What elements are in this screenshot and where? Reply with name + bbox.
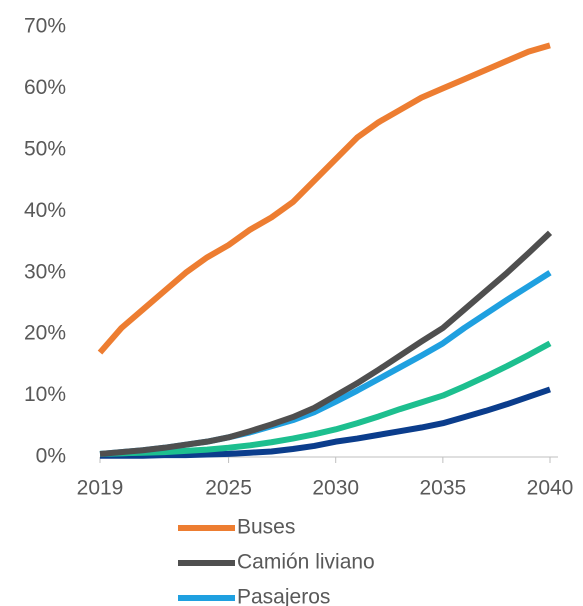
series-line [99, 230, 553, 457]
y-tick-label: 70% [24, 15, 66, 38]
x-tick-label: 2040 [527, 477, 574, 500]
y-tick-label: 40% [24, 199, 66, 222]
y-tick-label: 10% [24, 383, 66, 406]
y-tick-label: 20% [24, 322, 66, 345]
series-line [99, 340, 552, 457]
y-tick-label: 50% [24, 137, 66, 160]
x-tick-label: 2035 [419, 477, 466, 500]
y-tick-label: 60% [24, 76, 66, 99]
x-tick-label: 2025 [205, 477, 252, 500]
legend-label: Camión liviano [237, 551, 375, 574]
y-tick-label: 30% [24, 260, 66, 283]
y-tick-label: 0% [36, 445, 66, 468]
legend-label: Pasajeros [237, 586, 330, 606]
legend-label: Buses [237, 516, 295, 539]
series-line [99, 270, 552, 457]
series-line [100, 386, 551, 459]
x-tick-label: 2030 [312, 477, 359, 500]
x-tick-label: 2019 [77, 477, 124, 500]
series-line [97, 42, 551, 355]
